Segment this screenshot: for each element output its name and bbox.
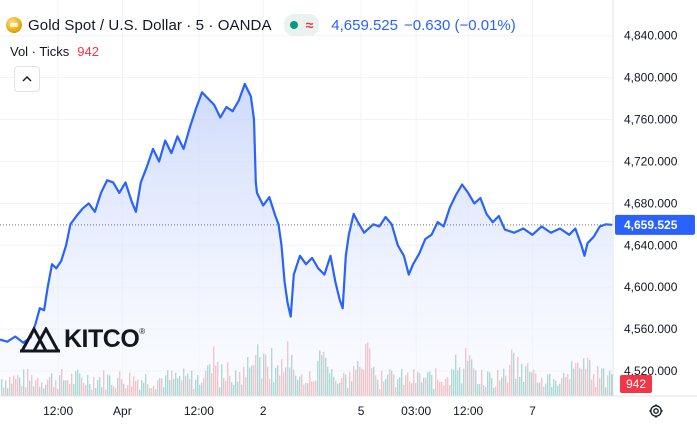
registered-mark: ®	[139, 327, 146, 336]
kitco-wordmark: KITCO	[64, 325, 140, 353]
delay-wave-icon: ≈	[305, 17, 314, 33]
settings-gear-icon[interactable]	[647, 402, 665, 420]
x-tick-label: 2	[260, 404, 267, 418]
symbol-title[interactable]: Gold Spot / U.S. Dollar · 5 · OANDA	[28, 16, 272, 34]
market-status-pill[interactable]: ≈	[283, 14, 320, 36]
volume-label: Vol · Ticks	[10, 44, 70, 59]
y-tick-label: 4,840.000	[624, 29, 678, 43]
x-tick-label: 5	[358, 404, 365, 418]
kitco-mark-icon	[20, 326, 60, 352]
x-tick-label: 03:00	[401, 404, 431, 418]
y-tick-label: 4,760.000	[624, 113, 678, 127]
price-area	[0, 83, 612, 397]
price-line-path	[0, 82, 613, 344]
kitco-logo: KITCO ®	[20, 325, 145, 354]
y-tick-label: 4,520.000	[624, 364, 678, 378]
x-axis[interactable]: 12:00 Apr 12:00 2 5 03:00 12:00 7	[0, 395, 697, 418]
y-tick-label: 4,720.000	[624, 154, 678, 168]
current-price-tag-label: 4,659.525	[624, 218, 678, 232]
current-volume-tag-label: 942	[626, 377, 646, 391]
y-tick-label: 4,560.000	[624, 322, 678, 336]
y-tick-label: 4,800.000	[624, 71, 678, 85]
current-price-tag	[615, 214, 695, 235]
x-tick-label: 12:00	[453, 404, 483, 418]
chevron-up-icon	[22, 76, 32, 82]
y-tick-label: 4,600.000	[624, 280, 678, 294]
last-price: 4,659.525	[331, 16, 398, 34]
collapse-legend-button[interactable]	[14, 66, 40, 92]
y-tick-label: 4,680.000	[624, 196, 678, 210]
price-line	[0, 82, 622, 344]
volume-legend[interactable]: Vol · Ticks 942	[10, 44, 99, 59]
x-tick-label: 12:00	[184, 404, 214, 418]
y-tick-label: 4,640.000	[624, 238, 678, 252]
current-volume-tag	[620, 375, 652, 393]
price-tags: 4,659.525 942	[615, 214, 695, 393]
market-open-dot-icon	[289, 21, 298, 29]
x-tick-label: 7	[529, 404, 536, 418]
y-axis[interactable]: 4,840.000 4,800.000 4,760.000 4,720.000 4,68…	[612, 0, 678, 396]
x-tick-label: Apr	[113, 404, 132, 418]
volume-value: 942	[77, 44, 99, 59]
symbol-legend[interactable]: Gold Spot / U.S. Dollar · 5 · OANDA ≈ 4,…	[6, 13, 516, 37]
price-area-fill	[0, 83, 612, 397]
gold-coin-icon	[6, 17, 22, 33]
x-tick-label: 12:00	[43, 404, 73, 418]
price-change: −0.630 (−0.01%)	[404, 16, 516, 34]
